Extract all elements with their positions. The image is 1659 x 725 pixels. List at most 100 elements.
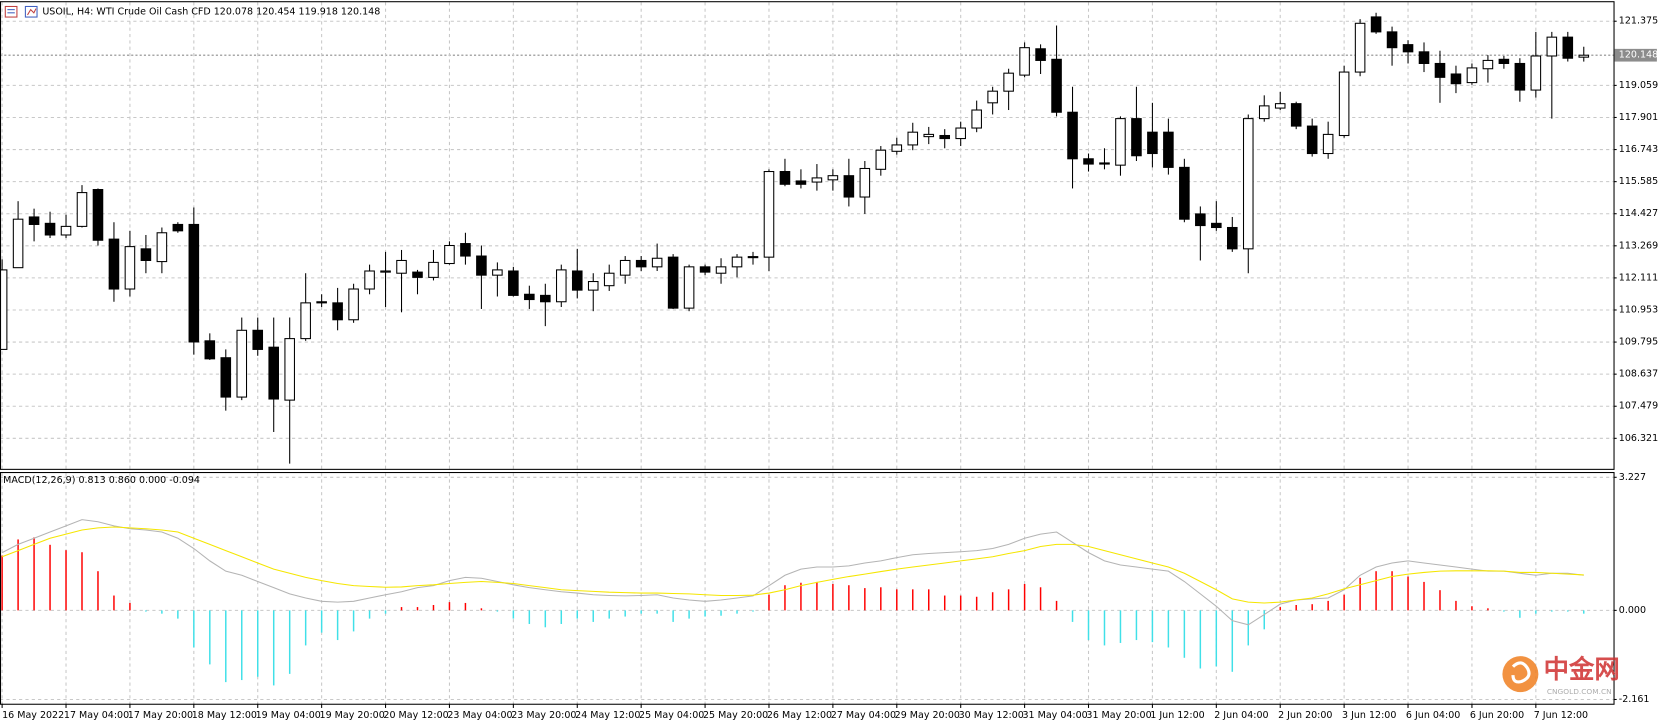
candle-body [380, 270, 391, 273]
candle-body [1514, 62, 1526, 91]
candle-body [1195, 213, 1206, 227]
candle-body [0, 269, 8, 350]
macd-line [1, 519, 1584, 626]
x-tick-label: 2 Jun 04:00 [1214, 710, 1268, 721]
y-tick-label: 3.227 [1619, 472, 1646, 483]
candle-body [1003, 72, 1014, 92]
x-tick-label: 26 May 12:00 [767, 710, 832, 721]
candle-body [444, 244, 455, 265]
y-tick-label: 114.427 [1619, 208, 1658, 219]
candle-body [939, 134, 951, 140]
candle-body [1546, 36, 1558, 57]
candle-body [508, 270, 519, 296]
candle-body [891, 144, 903, 152]
x-tick-label: 31 May 04:00 [1022, 710, 1087, 721]
candle-body [1482, 59, 1494, 70]
icon-chart[interactable] [24, 5, 38, 18]
y-tick-label: 109.795 [1619, 337, 1658, 348]
icon-stroke [27, 8, 37, 16]
candle-body [651, 257, 663, 268]
candle-body [1418, 51, 1430, 65]
candle-body [571, 270, 583, 291]
x-tick-label: 31 May 20:00 [1086, 710, 1151, 721]
candle-body [1099, 162, 1110, 165]
x-tick-label: 23 May 04:00 [447, 710, 512, 721]
candle-body [955, 127, 966, 140]
candle-body [859, 167, 871, 198]
macd-title: MACD(12,26,9) 0.813 0.860 0.000 -0.094 [3, 475, 200, 486]
candle-body [795, 180, 807, 185]
candle-body [364, 270, 375, 290]
candle-body [747, 256, 759, 259]
candle-body [843, 175, 855, 198]
y-tick-label: 106.321 [1619, 433, 1658, 444]
candle-body [1211, 222, 1222, 229]
open-value: 120.078 [214, 6, 253, 17]
candle-body [332, 302, 343, 321]
candle-body [875, 149, 887, 170]
candle-body [827, 175, 839, 181]
candle-body [1290, 103, 1302, 127]
candle-body [1131, 118, 1142, 157]
candle-body [188, 223, 200, 343]
last-price-box [1614, 48, 1657, 62]
main-panel-border [0, 1, 1615, 470]
candle-body [1019, 47, 1030, 76]
x-tick-label: 16 May 2022 [2, 710, 64, 721]
candle-body [524, 293, 535, 301]
description: WTI Crude Oil Cash CFD [96, 6, 210, 17]
chart-header: USOIL, H4: WTI Crude Oil Cash CFD 120.07… [42, 6, 380, 17]
x-tick-label: 27 May 04:00 [831, 710, 896, 721]
candle-body [1498, 58, 1510, 65]
x-tick-label: 25 May 20:00 [703, 710, 768, 721]
candle-body [396, 259, 407, 274]
candle-body [587, 281, 599, 291]
candle-body [412, 271, 423, 278]
candle-body [204, 340, 216, 360]
candle-body [12, 218, 24, 269]
macd-line [1, 526, 1584, 604]
candle-body [300, 302, 311, 340]
icon-menu[interactable] [4, 5, 18, 18]
candle-body [763, 171, 775, 258]
logo-swirl [1511, 661, 1531, 684]
y-tick-label: 0.000 [1619, 605, 1646, 616]
candle-body [619, 259, 631, 276]
candle-body [1466, 67, 1478, 84]
candle-body [1242, 118, 1254, 250]
x-tick-label: 1 Jun 12:00 [1150, 710, 1204, 721]
candle-body [60, 225, 72, 236]
candle-body [699, 266, 711, 273]
logo-name: 中金网 [1544, 654, 1620, 684]
y-tick-label: 116.743 [1619, 144, 1658, 155]
candle-body [172, 223, 184, 232]
candle-body [1386, 31, 1398, 49]
symbol: USOIL, H4: [42, 6, 93, 17]
candle-body [1562, 36, 1574, 59]
candle-body [284, 338, 295, 401]
x-tick-label: 2 Jun 20:00 [1278, 710, 1332, 721]
macd-panel-border [0, 472, 1615, 705]
candle-body [220, 357, 232, 398]
candle-body [44, 222, 56, 236]
low-value: 119.918 [299, 6, 338, 17]
x-tick-label: 25 May 04:00 [639, 710, 704, 721]
candle-body [603, 272, 615, 287]
x-tick-label: 18 May 12:00 [192, 710, 257, 721]
candle-body [811, 177, 823, 183]
last-price-label: 120.148 [1619, 50, 1658, 61]
candle-body [1083, 158, 1094, 165]
x-tick-label: 3 Jun 12:00 [1342, 710, 1396, 721]
candle-body [76, 192, 88, 227]
candle-body [1227, 226, 1238, 250]
y-tick-label: 112.111 [1619, 272, 1658, 283]
y-tick-label: 108.637 [1619, 369, 1658, 380]
y-tick-label: 115.585 [1619, 176, 1658, 187]
toolbar-icons [4, 5, 38, 18]
candle-body [1370, 16, 1382, 33]
watermark: 中金网 CNGOLD.COM.CN [1502, 654, 1620, 696]
candle-body [476, 255, 487, 276]
candle-body [1578, 54, 1590, 58]
